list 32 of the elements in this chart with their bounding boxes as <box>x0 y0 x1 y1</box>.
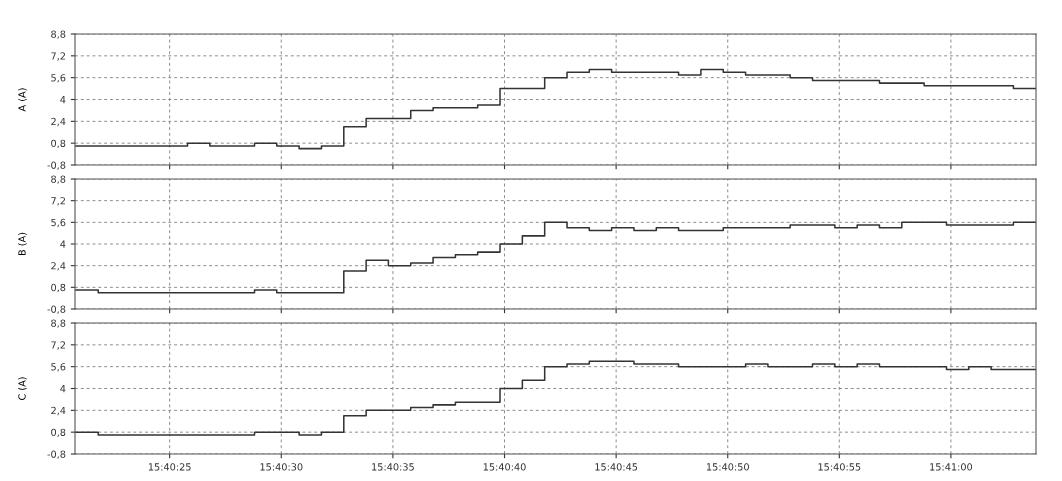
y-tick-label: 8,8 <box>51 319 66 328</box>
y-tick-label: 2,4 <box>51 262 66 271</box>
y-tick-label: -0,8 <box>47 305 66 314</box>
y-tick-label: 5,6 <box>51 74 66 83</box>
y-axis-title: B (A) <box>18 232 27 256</box>
x-tick-label: 15:40:55 <box>818 463 861 471</box>
x-tick-label: 15:41:00 <box>930 463 973 471</box>
y-tick-label: 2,4 <box>51 117 66 127</box>
y-axis-title: A (A) <box>18 88 27 112</box>
x-tick-label: 15:40:35 <box>372 463 414 471</box>
y-tick-label: 7,2 <box>51 52 65 61</box>
y-tick-label: -0,8 <box>47 161 66 170</box>
y-tick-label: 8,8 <box>51 30 66 39</box>
y-tick-label: 4 <box>60 240 66 248</box>
x-tick-label: 15:40:25 <box>148 463 191 471</box>
y-tick-label: 8,8 <box>51 175 66 184</box>
y-tick-label: 7,2 <box>51 197 65 206</box>
y-tick-label: 5,6 <box>51 218 66 228</box>
y-tick-label: 4 <box>60 96 66 104</box>
y-tick-label: 7,2 <box>51 341 65 350</box>
y-tick-label: 0,8 <box>51 283 66 293</box>
y-tick-label: 0,8 <box>51 428 66 437</box>
x-tick-label: 15:40:50 <box>706 463 749 471</box>
y-tick-label: 5,6 <box>51 363 66 372</box>
y-tick-label: 2,4 <box>51 406 66 416</box>
x-tick-label: 15:40:40 <box>483 463 526 471</box>
y-tick-label: 4 <box>60 385 66 393</box>
y-tick-label: -0,8 <box>47 450 66 459</box>
y-tick-label: 0,8 <box>51 139 66 148</box>
x-tick-label: 15:40:45 <box>595 463 638 471</box>
x-tick-label: 15:40:30 <box>260 463 303 471</box>
y-axis-title: C (A) <box>18 377 27 401</box>
